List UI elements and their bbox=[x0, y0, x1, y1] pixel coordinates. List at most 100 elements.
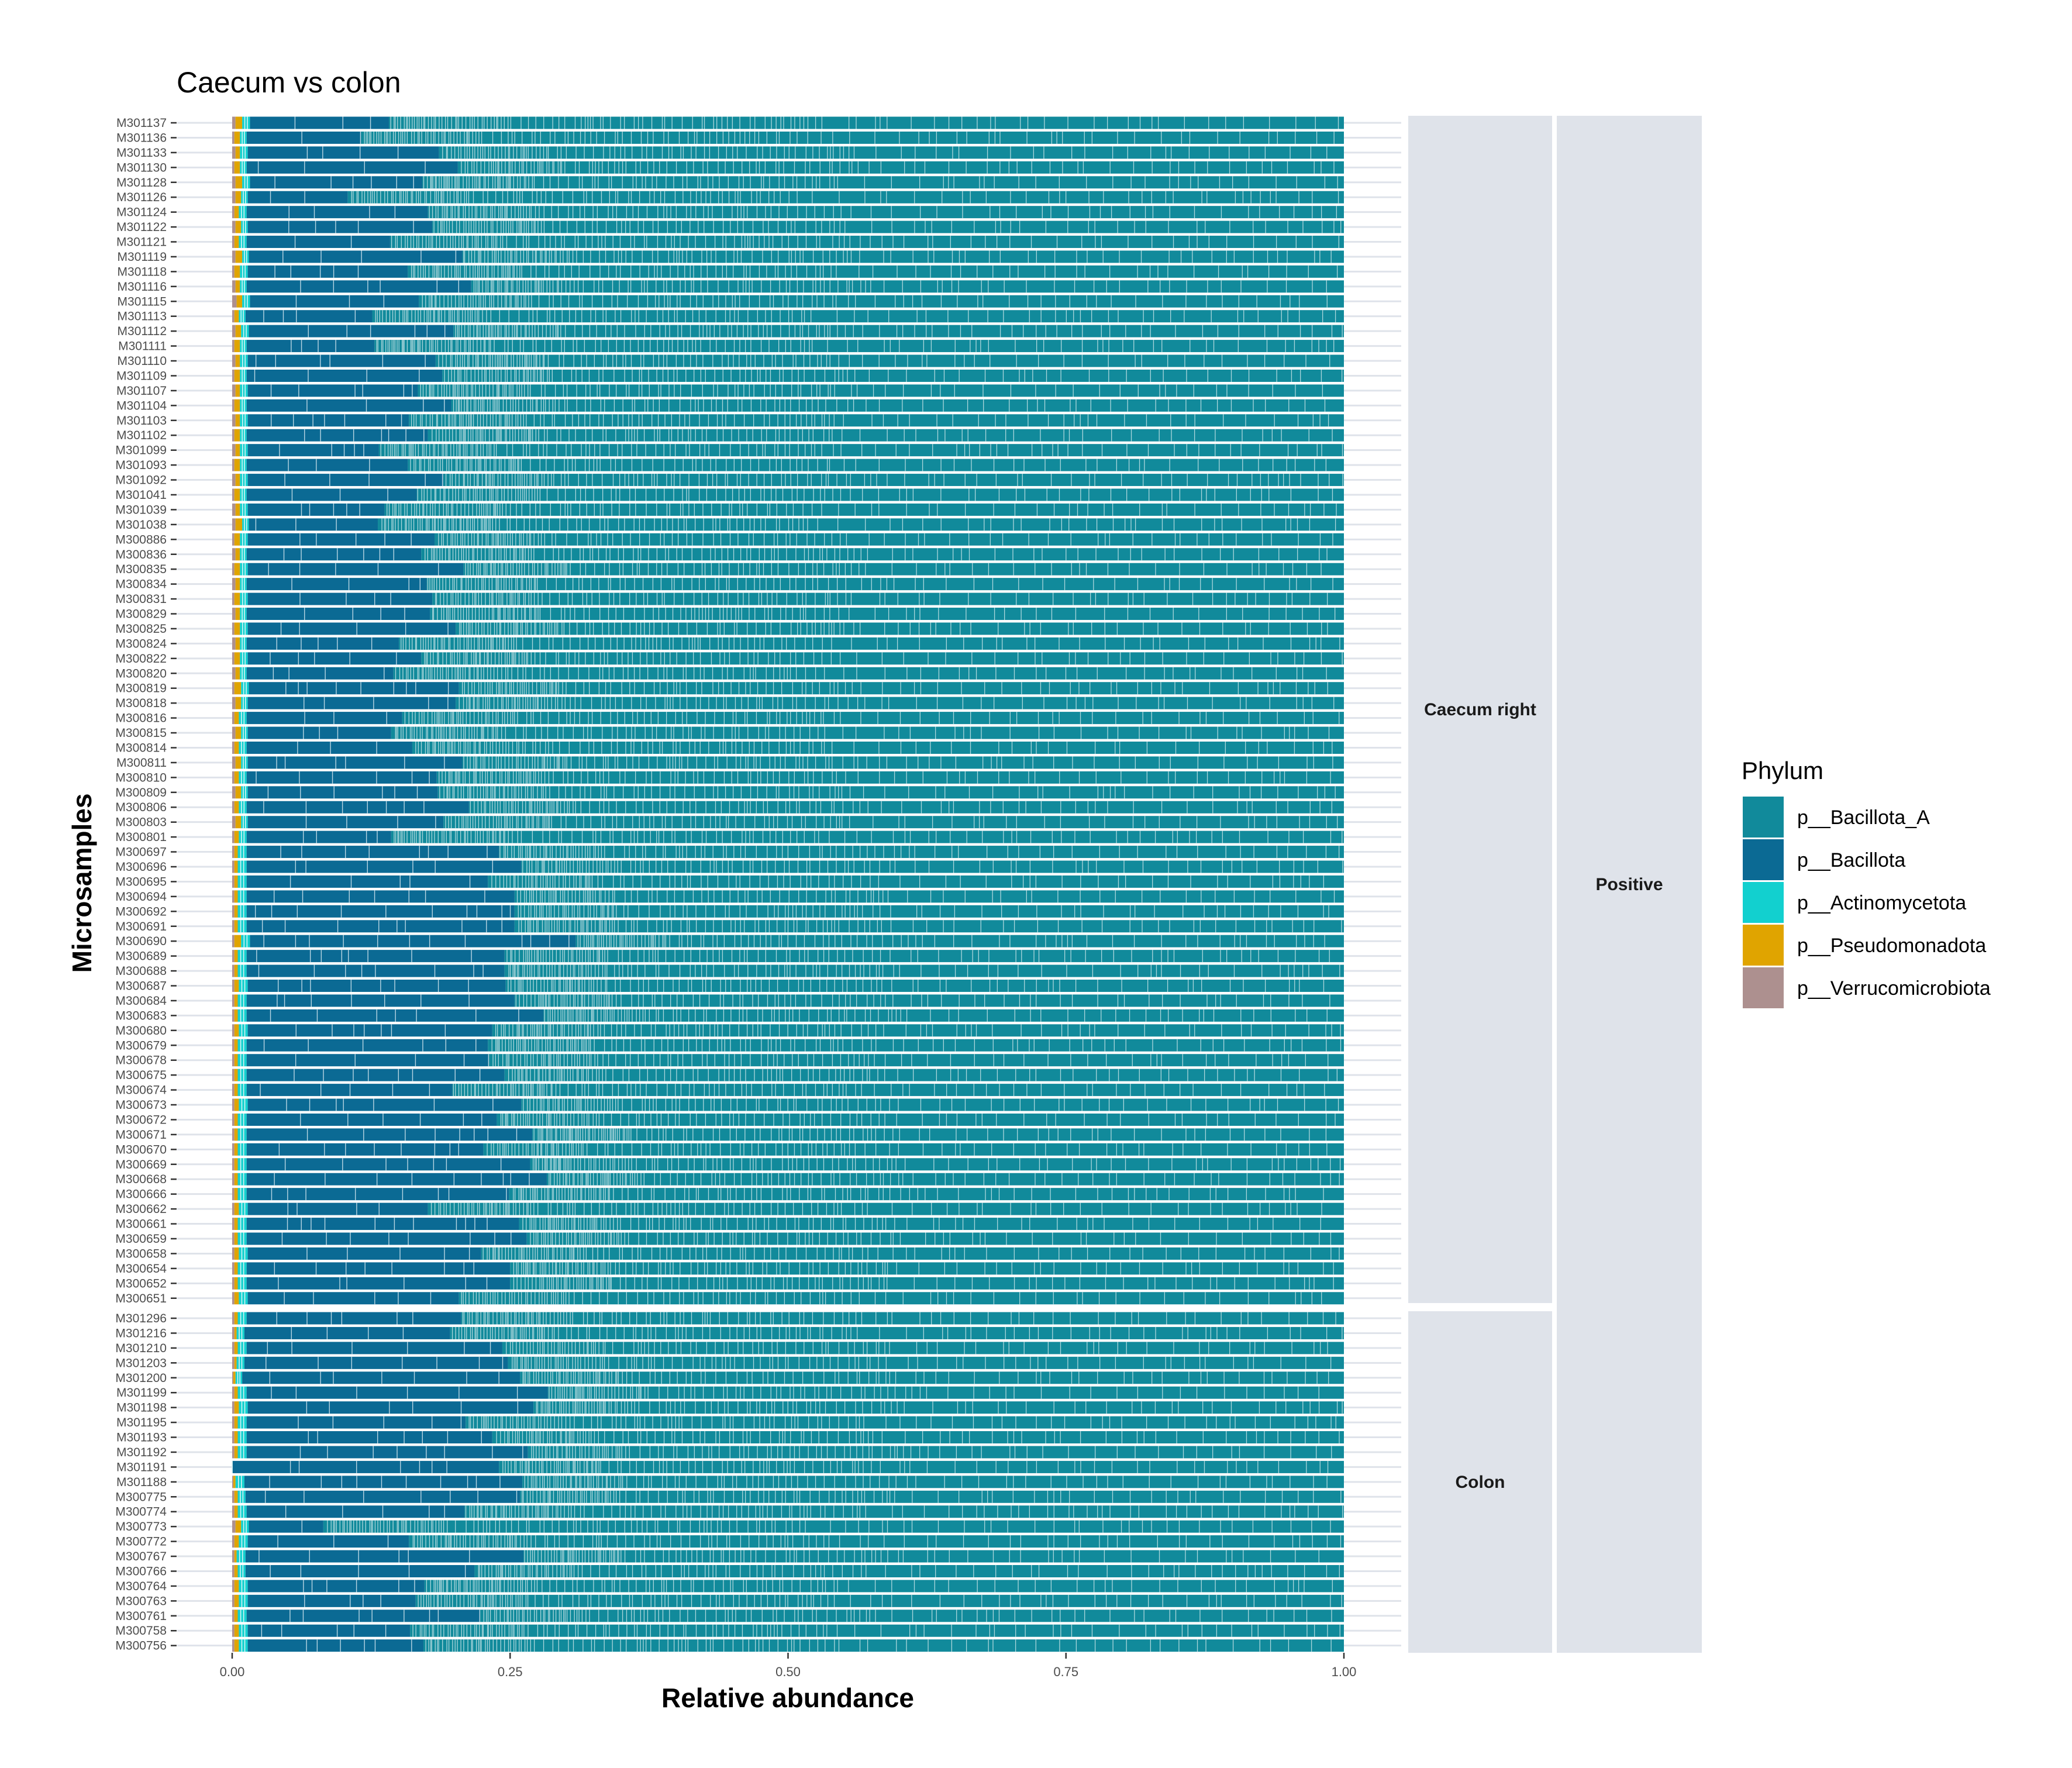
bar-M300835 bbox=[232, 563, 1344, 575]
bar-segment bbox=[235, 116, 243, 129]
bar-segment bbox=[235, 608, 240, 621]
bar-segment bbox=[421, 548, 1344, 561]
bar-segment bbox=[232, 637, 236, 650]
bar-segment bbox=[235, 280, 240, 293]
bar-M301107 bbox=[232, 384, 1344, 397]
bar-segment bbox=[378, 518, 1344, 531]
bar-segment bbox=[234, 459, 240, 471]
bar-segment bbox=[421, 652, 1344, 665]
bar-segment bbox=[235, 444, 240, 457]
bar-segment bbox=[246, 280, 471, 293]
bar-segment bbox=[240, 474, 248, 487]
bar-segment bbox=[234, 236, 239, 249]
bar-segment bbox=[235, 518, 243, 531]
bar-segment bbox=[232, 236, 235, 249]
bar-segment bbox=[235, 325, 242, 337]
bar-segment bbox=[240, 592, 248, 605]
bar-segment bbox=[232, 116, 236, 129]
bar-segment bbox=[249, 325, 454, 337]
bar-segment bbox=[427, 429, 1344, 442]
bar-segment bbox=[232, 265, 235, 278]
bar-segment bbox=[232, 340, 235, 353]
bar-segment bbox=[232, 652, 235, 665]
bar-segment bbox=[240, 340, 247, 353]
bar-M301121 bbox=[232, 236, 1344, 249]
bar-segment bbox=[408, 265, 1344, 278]
bar-segment bbox=[240, 429, 247, 442]
bar-segment bbox=[246, 131, 361, 144]
bar-M301116 bbox=[232, 280, 1344, 293]
bar-segment bbox=[409, 414, 1344, 427]
bar-segment bbox=[422, 176, 1344, 189]
bar-segment bbox=[393, 667, 1344, 680]
bar-segment bbox=[247, 265, 408, 278]
bar-segment bbox=[246, 548, 422, 561]
bar-segment bbox=[408, 459, 1344, 471]
bar-segment bbox=[232, 444, 236, 457]
bar-segment bbox=[240, 608, 247, 621]
bar-segment bbox=[434, 533, 1344, 546]
bar-segment bbox=[232, 250, 236, 263]
bar-segment bbox=[247, 652, 422, 665]
bar-segment bbox=[232, 295, 237, 308]
bar-M300834 bbox=[232, 578, 1344, 591]
bar-segment bbox=[232, 474, 236, 487]
bar-segment bbox=[232, 399, 235, 412]
bar-segment bbox=[234, 429, 240, 442]
bar-segment bbox=[232, 608, 236, 621]
bar-segment bbox=[419, 295, 1344, 308]
bar-segment bbox=[246, 206, 428, 219]
bar-segment bbox=[463, 563, 1344, 575]
bar-segment bbox=[232, 578, 236, 591]
bar-segment bbox=[232, 503, 236, 516]
bar-segment bbox=[235, 384, 240, 397]
bar-segment bbox=[247, 474, 444, 487]
bar-segment bbox=[232, 176, 236, 189]
bar-M301092 bbox=[232, 474, 1344, 487]
bar-segment bbox=[247, 533, 435, 546]
bar-segment bbox=[246, 161, 458, 174]
bar-segment bbox=[247, 191, 348, 204]
bar-segment bbox=[240, 384, 248, 397]
bar-segment bbox=[232, 131, 235, 144]
bar-segment bbox=[240, 622, 248, 635]
bar-segment bbox=[240, 444, 248, 457]
bar-segment bbox=[235, 176, 243, 189]
bar-M301111 bbox=[232, 340, 1344, 353]
bar-segment bbox=[241, 191, 248, 204]
bar-segment bbox=[240, 146, 248, 159]
bar-segment bbox=[247, 563, 464, 575]
bar-segment bbox=[432, 220, 1344, 233]
bar-segment bbox=[439, 146, 1344, 159]
bar-segment bbox=[234, 340, 240, 353]
bar-M301110 bbox=[232, 354, 1344, 367]
bar-segment bbox=[347, 191, 1344, 204]
bar-segment bbox=[232, 161, 235, 174]
bar-M301118 bbox=[232, 265, 1344, 278]
bar-M301115 bbox=[232, 295, 1344, 308]
bar-segment bbox=[240, 131, 247, 144]
bar-segment bbox=[247, 622, 456, 635]
bar-segment bbox=[232, 622, 235, 635]
bar-segment bbox=[372, 310, 1344, 323]
bar-segment bbox=[235, 191, 242, 204]
bar-M301130 bbox=[232, 161, 1344, 174]
bar-segment bbox=[246, 488, 417, 501]
bar-segment bbox=[457, 161, 1344, 174]
bar-segment bbox=[242, 518, 249, 531]
bar-segment bbox=[235, 667, 240, 680]
bar-segment bbox=[232, 369, 235, 382]
bar-segment bbox=[235, 220, 242, 233]
bar-segment bbox=[416, 488, 1344, 501]
bar-segment bbox=[232, 563, 235, 575]
bar-segment bbox=[384, 503, 1344, 516]
bar-M301093 bbox=[232, 459, 1344, 471]
bar-segment bbox=[245, 310, 373, 323]
bar-segment bbox=[235, 578, 240, 591]
bar-segment bbox=[242, 176, 250, 189]
bar-segment bbox=[399, 637, 1344, 650]
bar-M301112 bbox=[232, 325, 1344, 337]
bar-segment bbox=[235, 414, 240, 427]
bar-segment bbox=[235, 503, 240, 516]
